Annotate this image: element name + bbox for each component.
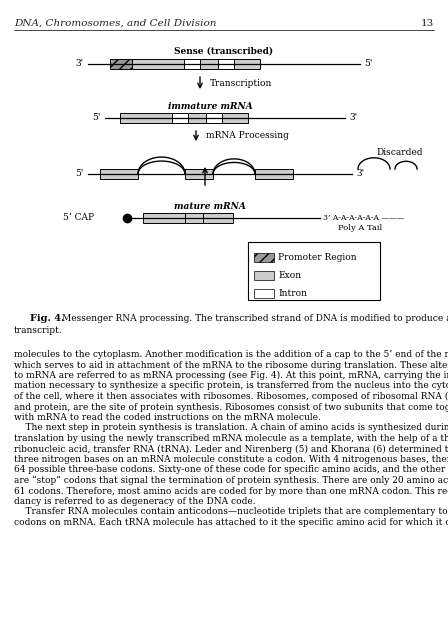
Bar <box>255 169 293 179</box>
Text: translation by using the newly transcribed mRNA molecule as a template, with the: translation by using the newly transcrib… <box>14 434 448 443</box>
Bar <box>188 113 206 123</box>
Text: Transcription: Transcription <box>210 79 272 88</box>
Text: 5’ CAP: 5’ CAP <box>63 214 94 223</box>
Text: mature mRNA: mature mRNA <box>174 202 246 211</box>
Text: molecules to the cytoplasm. Another modification is the addition of a cap to the: molecules to the cytoplasm. Another modi… <box>14 350 448 359</box>
Text: Discarded: Discarded <box>377 148 423 157</box>
Text: Messenger RNA processing. The transcribed strand of DNA is modified to produce a: Messenger RNA processing. The transcribe… <box>62 314 448 323</box>
Bar <box>248 242 380 300</box>
Bar <box>100 169 138 179</box>
Bar <box>184 59 200 69</box>
Text: 64 possible three-base codons. Sixty-one of these code for specific amino acids,: 64 possible three-base codons. Sixty-one… <box>14 465 448 474</box>
Text: 13: 13 <box>421 19 434 28</box>
Bar <box>185 169 213 179</box>
Text: 3': 3' <box>349 113 357 122</box>
Text: 5': 5' <box>93 113 101 122</box>
Text: ribonucleic acid, transfer RNA (tRNA). Leder and Nirenberg (5) and Khorana (6) d: ribonucleic acid, transfer RNA (tRNA). L… <box>14 445 448 454</box>
Text: DNA, Chromosomes, and Cell Division: DNA, Chromosomes, and Cell Division <box>14 19 216 28</box>
Text: 61 codons. Therefore, most amino acids are coded for by more than one mRNA codon: 61 codons. Therefore, most amino acids a… <box>14 486 448 495</box>
Text: immature mRNA: immature mRNA <box>168 102 252 111</box>
Text: of the cell, where it then associates with ribosomes. Ribosomes, composed of rib: of the cell, where it then associates wi… <box>14 392 448 401</box>
Bar <box>132 59 184 69</box>
Text: and protein, are the site of protein synthesis. Ribosomes consist of two subunit: and protein, are the site of protein syn… <box>14 403 448 412</box>
Text: Fig. 4.: Fig. 4. <box>30 314 65 323</box>
Bar <box>234 59 260 69</box>
Bar <box>185 213 203 223</box>
Text: transcript.: transcript. <box>14 326 63 335</box>
Text: The next step in protein synthesis is translation. A chain of amino acids is syn: The next step in protein synthesis is tr… <box>14 424 448 433</box>
Bar <box>222 113 248 123</box>
Bar <box>254 253 274 262</box>
Text: dancy is referred to as degeneracy of the DNA code.: dancy is referred to as degeneracy of th… <box>14 497 256 506</box>
Bar <box>143 213 185 223</box>
Text: Poly A Tail: Poly A Tail <box>338 224 382 232</box>
Text: 5': 5' <box>364 60 372 68</box>
Bar <box>218 59 234 69</box>
Text: which serves to aid in attachment of the mRNA to the ribosome during translation: which serves to aid in attachment of the… <box>14 360 448 369</box>
Bar <box>110 59 132 69</box>
Text: mation necessary to synthesize a specific protein, is transferred from the nucle: mation necessary to synthesize a specifi… <box>14 381 448 390</box>
Text: Intron: Intron <box>278 289 307 298</box>
Bar <box>172 113 188 123</box>
Text: to mRNA are referred to as mRNA processing (see Fig. 4). At this point, mRNA, ca: to mRNA are referred to as mRNA processi… <box>14 371 448 380</box>
Text: 3': 3' <box>76 60 84 68</box>
Bar <box>254 289 274 298</box>
Text: codons on mRNA. Each tRNA molecule has attached to it the specific amino acid fo: codons on mRNA. Each tRNA molecule has a… <box>14 518 448 527</box>
Bar <box>200 59 218 69</box>
Bar <box>206 113 222 123</box>
Text: are “stop” codons that signal the termination of protein synthesis. There are on: are “stop” codons that signal the termin… <box>14 476 448 485</box>
Text: three nitrogen bases on an mRNA molecule constitute a codon. With 4 nitrogenous : three nitrogen bases on an mRNA molecule… <box>14 455 448 464</box>
Text: Exon: Exon <box>278 271 301 280</box>
Text: 5': 5' <box>76 170 84 179</box>
Text: 3’ A-A-A-A-A-A ———: 3’ A-A-A-A-A-A ——— <box>323 214 404 222</box>
Bar <box>120 113 172 123</box>
Text: Transfer RNA molecules contain anticodons—nucleotide triplets that are complemen: Transfer RNA molecules contain anticodon… <box>14 508 448 516</box>
Text: with mRNA to read the coded instructions on the mRNA molecule.: with mRNA to read the coded instructions… <box>14 413 321 422</box>
Text: 3': 3' <box>356 170 364 179</box>
Text: Promoter Region: Promoter Region <box>278 253 357 262</box>
Bar <box>203 213 233 223</box>
Bar <box>254 271 274 280</box>
Text: mRNA Processing: mRNA Processing <box>206 131 289 141</box>
Text: Sense (transcribed): Sense (transcribed) <box>174 47 274 56</box>
